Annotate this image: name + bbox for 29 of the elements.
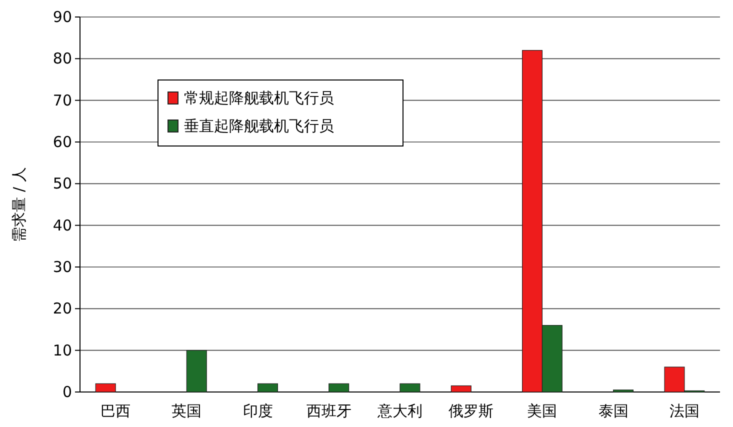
x-tick-label: 西班牙: [306, 402, 352, 420]
x-tick-label: 印度: [242, 402, 273, 420]
bar: [613, 390, 634, 392]
y-tick-label: 60: [52, 133, 72, 151]
y-tick-label: 0: [62, 383, 72, 401]
x-tick-label: 美国: [527, 402, 558, 420]
y-tick-label: 90: [52, 8, 72, 26]
bar: [95, 383, 116, 392]
legend-label: 常规起降舰载机飞行员: [184, 89, 334, 107]
x-tick-label: 意大利: [376, 402, 422, 420]
y-tick-label: 30: [52, 258, 72, 276]
bar: [186, 350, 207, 392]
x-tick-label: 泰国: [598, 402, 628, 420]
bar: [450, 385, 472, 392]
bar: [328, 383, 350, 392]
x-tick-label: 巴西: [100, 402, 131, 420]
x-tick-label: 英国: [172, 402, 202, 420]
y-tick-label: 70: [52, 91, 72, 110]
y-tick-label: 40: [52, 216, 72, 234]
x-tick-label: 法国: [669, 402, 700, 420]
legend-label: 垂直起降舰载机飞行员: [184, 117, 334, 135]
y-axis-title: 需求量 / 人: [10, 167, 28, 242]
y-tick-label: 10: [52, 341, 72, 360]
y-tick-label: 50: [52, 174, 72, 193]
y-tick-label: 80: [52, 50, 72, 68]
bar: [257, 383, 278, 392]
x-tick-label: 俄罗斯: [448, 402, 494, 420]
y-tick-label: 20: [52, 300, 72, 318]
bar: [400, 383, 420, 392]
